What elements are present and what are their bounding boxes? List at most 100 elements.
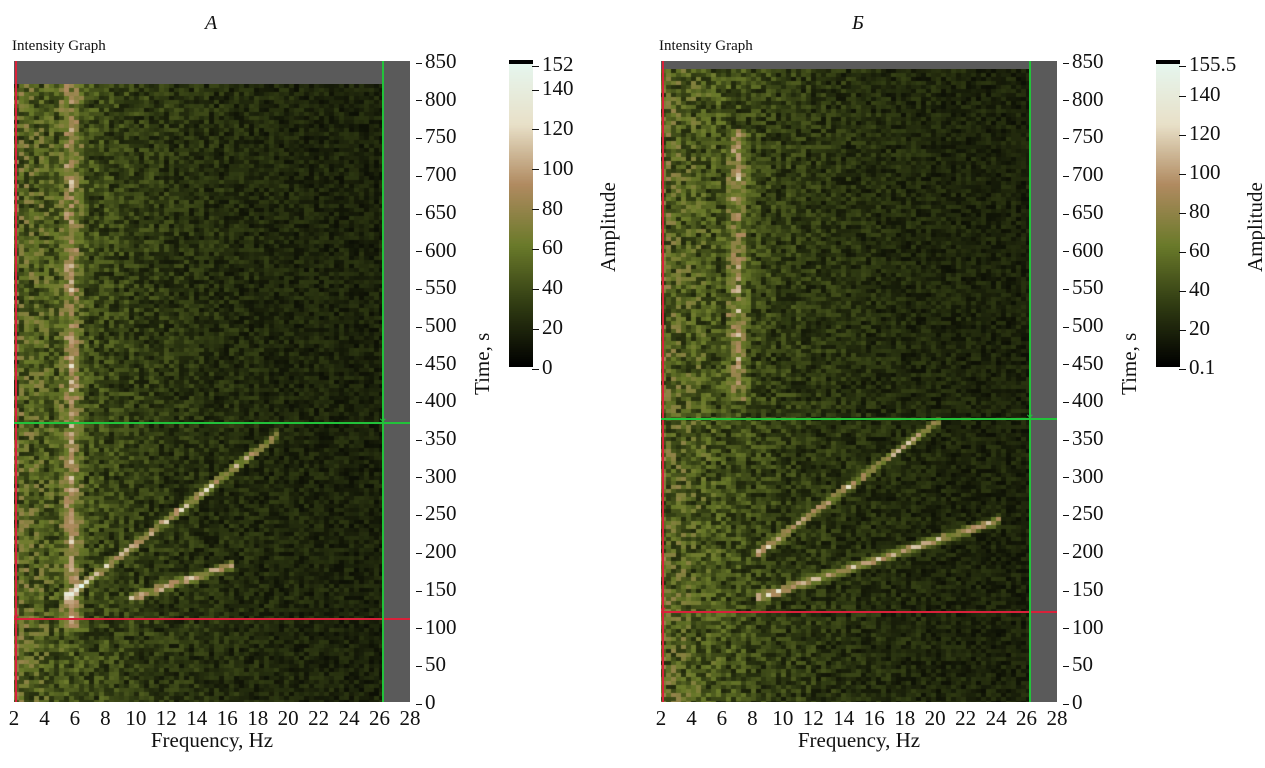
cursor-green-horizontal[interactable]: [661, 418, 1057, 421]
y-tick-label: 850: [416, 51, 457, 72]
intensity-plot[interactable]: ✕ ✕: [661, 61, 1057, 702]
y-tick-label: 500: [416, 314, 457, 336]
x-tick-label: 28: [1046, 706, 1068, 730]
x-tick-label: 4: [686, 706, 697, 730]
x-tick-label: 24: [338, 706, 360, 730]
cursor-green-vertical[interactable]: [1028, 61, 1031, 702]
y-tick-label: 550: [416, 277, 457, 298]
y-tick-label: 450: [1063, 352, 1104, 374]
x-tick-label: 6: [716, 706, 728, 730]
colorbar-tick-label: 140: [532, 77, 574, 99]
x-tick-label: 16: [863, 706, 885, 730]
intensity-plot[interactable]: ✕ ✕: [14, 61, 410, 702]
colorbar-tick-label: 80: [532, 197, 563, 219]
colorbar-tick-label: 152: [532, 54, 574, 75]
x-tick-label: 16: [216, 706, 238, 730]
x-tick-label: 26: [1016, 706, 1038, 730]
x-tick-label: 26: [369, 706, 391, 730]
x-axis-title: Frequency, Hz: [797, 728, 921, 752]
x-tick-label: 18: [247, 706, 269, 730]
y-tick-label: 50: [416, 654, 446, 675]
y-axis-title: Time, s: [470, 332, 494, 395]
y-tick-label: 350: [416, 428, 457, 449]
colorbar-tick-label: 0.1: [1179, 357, 1215, 378]
cursor-green-marker[interactable]: ✕: [378, 416, 387, 428]
colorbar-tick-label: 120: [1179, 123, 1221, 144]
unused-region-top: [661, 61, 1057, 69]
y-tick-label: 750: [416, 126, 457, 147]
x-tick-label: 24: [985, 706, 1007, 730]
heatmap-cells: [14, 83, 383, 702]
y-tick-label: 600: [1063, 239, 1104, 261]
x-tick-label: 10: [772, 706, 794, 730]
x-tick-label: 4: [39, 706, 50, 730]
x-tick-label: 6: [69, 706, 81, 730]
cursor-red-horizontal[interactable]: [661, 610, 1057, 613]
cursor-red-marker[interactable]: ✕: [14, 613, 20, 625]
y-tick-label: 300: [416, 465, 457, 487]
x-tick-label: 8: [100, 706, 111, 730]
x-tick-label: 10: [125, 706, 147, 730]
panel-label: А: [205, 12, 218, 34]
x-tick-label: 2: [655, 706, 667, 730]
cursor-red-marker[interactable]: ✕: [661, 605, 667, 617]
x-tick-label: 20: [924, 706, 946, 730]
cursor-green-horizontal[interactable]: [14, 421, 410, 424]
y-tick-label: 750: [1063, 126, 1104, 147]
y-tick-label: 800: [1063, 88, 1104, 110]
x-tick-label: 8: [747, 706, 758, 730]
heatmap-cells: [661, 68, 1030, 702]
y-tick-label: 300: [1063, 465, 1104, 487]
x-tick-label: 14: [186, 706, 208, 730]
colorbar-tick-label: 120: [532, 117, 574, 139]
x-tick-label: 2: [8, 706, 20, 730]
x-tick-label: 22: [955, 706, 977, 730]
y-tick-label: 800: [416, 88, 457, 110]
colorbar-tick-label: 155.5: [1179, 54, 1236, 75]
colorbar-tick-label: 20: [1179, 318, 1210, 339]
y-tick-label: 850: [1063, 51, 1104, 72]
colorbar-title: Amplitude: [1243, 182, 1265, 272]
cursor-red-vertical[interactable]: [661, 61, 664, 702]
y-tick-label: 700: [416, 164, 457, 185]
colorbar-max-marker: [1156, 60, 1180, 65]
cursor-red-horizontal[interactable]: [14, 618, 410, 621]
colorbar-tick-label: 40: [532, 277, 563, 298]
colorbar-tick-label: 140: [1179, 84, 1221, 105]
cursor-green-marker[interactable]: ✕: [1025, 413, 1034, 425]
cursor-green-vertical[interactable]: [381, 61, 384, 702]
x-tick-label: 12: [802, 706, 824, 730]
y-tick-label: 100: [416, 616, 457, 638]
panel-label: Б: [852, 12, 864, 34]
y-tick-label: 500: [1063, 314, 1104, 336]
x-tick-label: 20: [277, 706, 299, 730]
y-axis-title: Time, s: [1117, 332, 1141, 395]
y-tick-label: 700: [1063, 164, 1104, 185]
x-tick-label: 22: [308, 706, 330, 730]
y-tick-label: 200: [1063, 541, 1104, 562]
y-tick-label: 550: [1063, 277, 1104, 298]
cursor-red-vertical[interactable]: [14, 61, 17, 702]
y-tick-label: 0: [416, 692, 436, 713]
x-tick-label: 14: [833, 706, 855, 730]
x-axis-title: Frequency, Hz: [150, 728, 274, 752]
graph-label: Intensity Graph: [659, 38, 753, 54]
colorbar-max-marker: [509, 60, 533, 65]
y-tick-label: 50: [1063, 654, 1093, 675]
colorbar-tick-label: 0: [532, 357, 553, 378]
y-tick-label: 200: [416, 541, 457, 562]
y-tick-label: 150: [1063, 578, 1104, 600]
y-tick-label: 100: [1063, 616, 1104, 638]
unused-region-top: [14, 61, 410, 84]
colorbar-tick-label: 100: [532, 157, 574, 179]
colorbar-tick-label: 80: [1179, 201, 1210, 222]
unused-region-right: [1029, 61, 1057, 702]
colorbar: [509, 64, 533, 367]
y-tick-label: 650: [416, 201, 457, 223]
y-tick-label: 450: [416, 352, 457, 374]
y-tick-label: 650: [1063, 201, 1104, 223]
y-tick-label: 150: [416, 578, 457, 600]
x-tick-label: 12: [155, 706, 177, 730]
unused-region-right: [382, 61, 410, 702]
colorbar-tick-label: 40: [1179, 279, 1210, 300]
